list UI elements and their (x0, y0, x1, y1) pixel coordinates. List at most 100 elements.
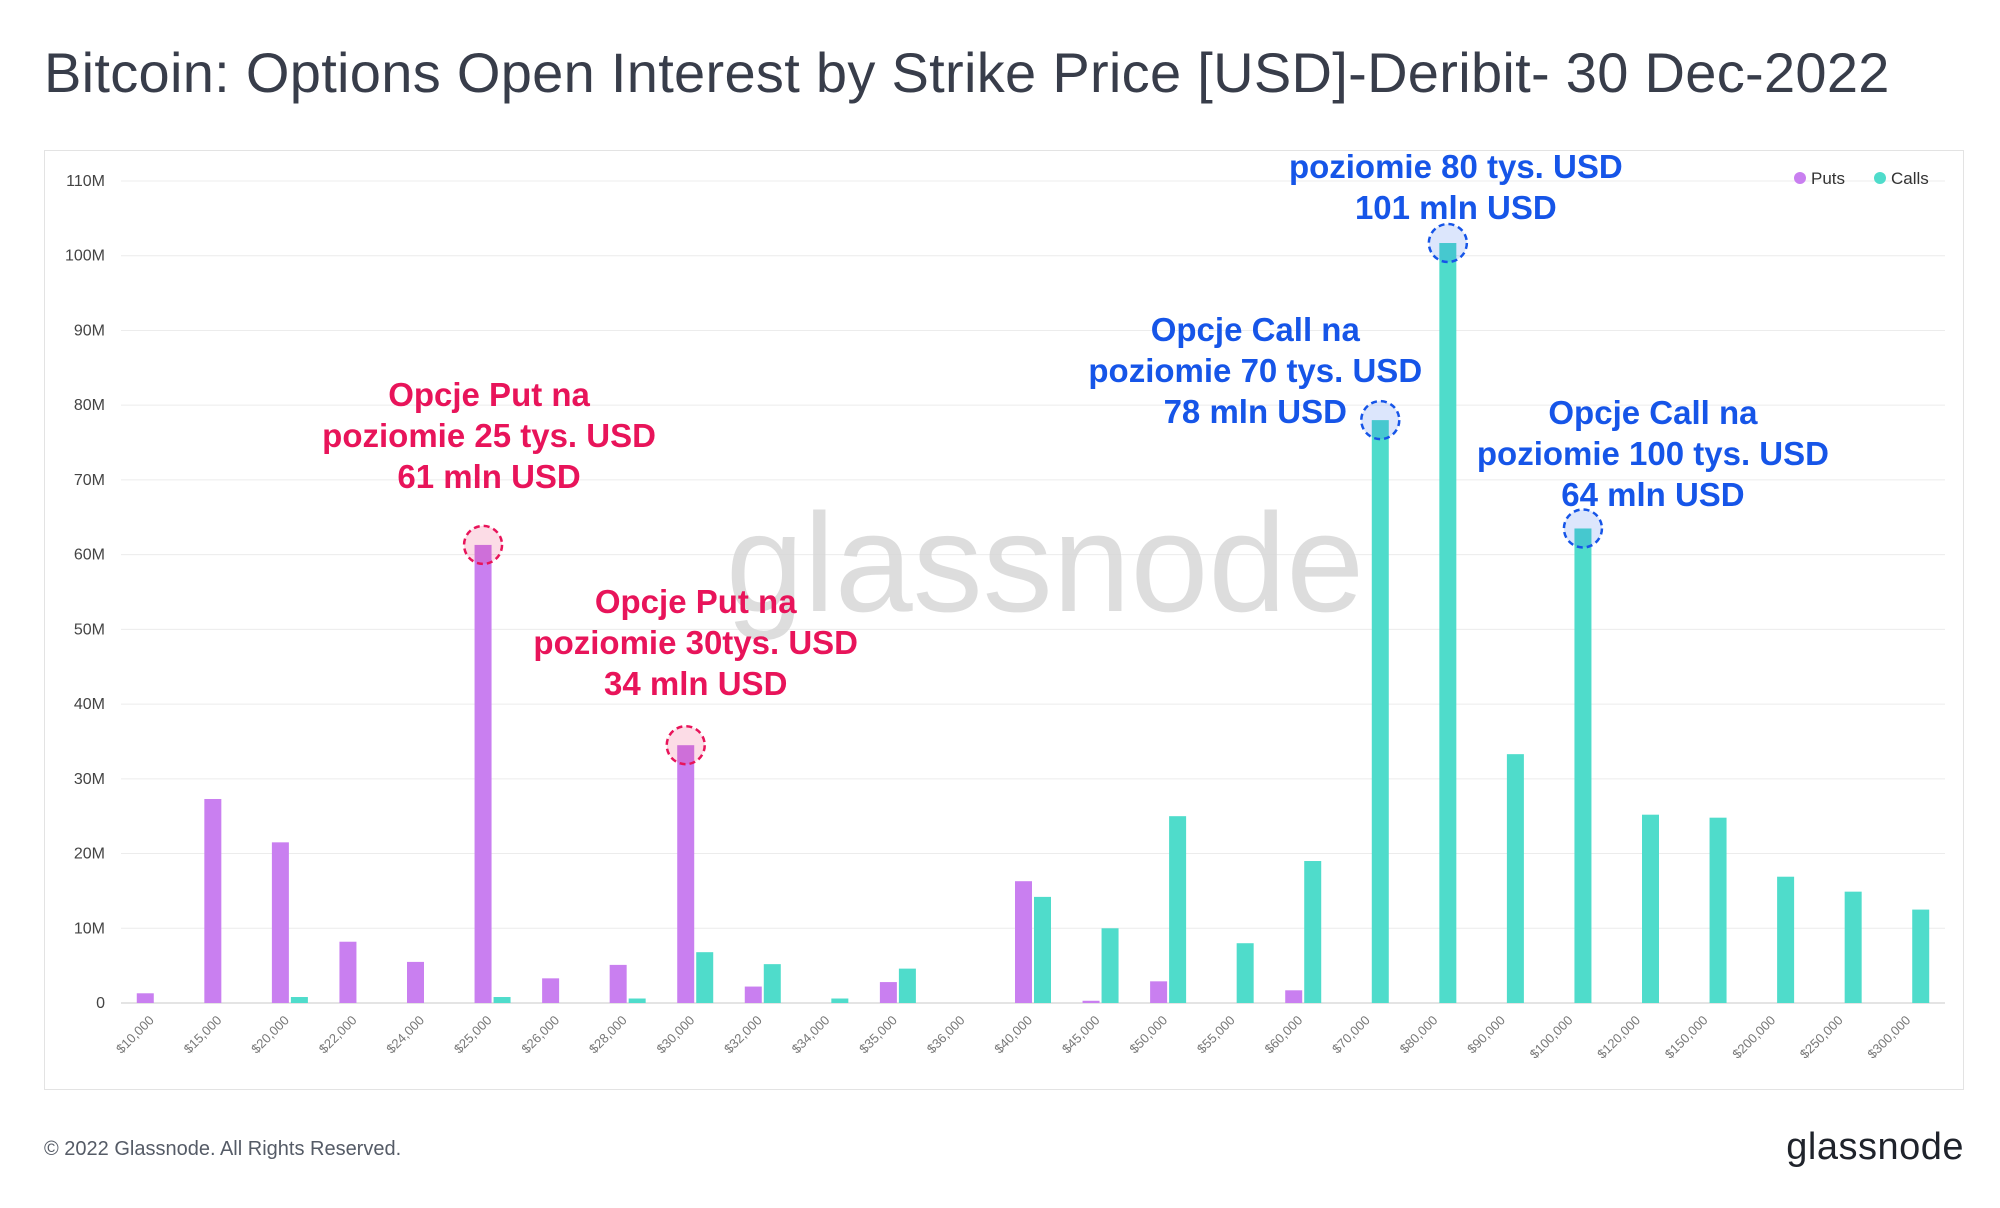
annotation-label-call: 64 mln USD (1561, 476, 1744, 513)
bar-series (136, 243, 1930, 1004)
x-tick-label: $200,000 (1729, 1013, 1778, 1062)
bar-puts-35-000[interactable] (879, 982, 897, 1003)
x-tick-label: $80,000 (1397, 1013, 1441, 1057)
bar-calls-90-000[interactable] (1506, 754, 1524, 1003)
annotation-marker-call-21 (1562, 508, 1604, 549)
brand-logo: glassnode (1786, 1126, 1964, 1168)
bar-puts-40-000[interactable] (1015, 881, 1032, 1003)
bar-calls-120-000[interactable] (1642, 814, 1659, 1003)
bar-calls-50-000[interactable] (1169, 816, 1187, 1003)
y-tick-label: 80M (74, 397, 105, 414)
legend-swatch-puts (1794, 172, 1806, 184)
annotation-marker-call-19 (1427, 222, 1469, 264)
x-axis: $10,000 $15,000 $20,000 $22,000 $24,000 $25,0… (113, 1013, 1913, 1062)
bar-calls-100-000[interactable] (1574, 528, 1592, 1003)
bar-calls-20-000[interactable] (290, 997, 308, 1003)
y-tick-label: 10M (74, 920, 105, 937)
bar-calls-70-000[interactable] (1371, 420, 1389, 1003)
bar-calls-300-000[interactable] (1912, 909, 1930, 1003)
bar-puts-32-000[interactable] (744, 986, 762, 1003)
bar-calls-150-000[interactable] (1709, 817, 1727, 1003)
bar-puts-26-000[interactable] (542, 978, 560, 1003)
y-tick-label: 100M (65, 248, 105, 265)
y-axis: 0 10M 20M 30M 40M 50M 60M 70M 80M 90M 100M 110M (65, 173, 105, 1012)
bar-calls-250-000[interactable] (1844, 891, 1862, 1003)
y-tick-label: 20M (74, 846, 105, 863)
bar-calls-35-000[interactable] (898, 968, 916, 1003)
legend-item-puts[interactable]: Puts (1811, 169, 1845, 188)
annotation-label-put: Opcje Put na (595, 583, 797, 620)
options-open-interest-chart: glassnode 0 10M 20M 30M 40M 50M 60M 70M 80M 90M 10… (65, 151, 1945, 1062)
bar-calls-34-000[interactable] (831, 998, 849, 1003)
legend-item-calls[interactable]: Calls (1891, 169, 1929, 188)
x-tick-label: $60,000 (1262, 1013, 1306, 1057)
legend[interactable]: Puts Calls (1794, 169, 1929, 188)
y-tick-label: 0 (96, 995, 105, 1012)
annotation-label-call: poziomie 70 tys. USD (1088, 352, 1422, 389)
annotation-label-call: 78 mln USD (1164, 393, 1347, 430)
annotation-marker-put-8 (665, 724, 706, 766)
bar-puts-60-000[interactable] (1285, 990, 1303, 1003)
x-tick-label: $100,000 (1527, 1013, 1576, 1062)
bar-puts-45-000[interactable] (1082, 1000, 1100, 1003)
bar-puts-22-000[interactable] (339, 941, 357, 1003)
bar-calls-200-000[interactable] (1777, 876, 1795, 1003)
bar-calls-30-000[interactable] (696, 952, 714, 1003)
bar-puts-20-000[interactable] (271, 842, 289, 1003)
bar-calls-25-000[interactable] (493, 997, 511, 1003)
annotation-label-put: 34 mln USD (604, 665, 787, 702)
x-tick-label: $32,000 (721, 1013, 765, 1057)
x-tick-label: $45,000 (1059, 1013, 1103, 1057)
bar-calls-40-000[interactable] (1034, 896, 1051, 1003)
annotations: Opcje Put na poziomie 25 tys. USD 61 mln U… (322, 151, 1829, 766)
x-tick-label: $70,000 (1329, 1013, 1373, 1057)
x-tick-label: $120,000 (1594, 1013, 1643, 1062)
annotation-label-put: 61 mln USD (397, 458, 580, 495)
annotation-label-call: 101 mln USD (1355, 189, 1557, 226)
annotation-marker-put-5 (462, 524, 504, 566)
bar-calls-28-000[interactable] (628, 998, 646, 1003)
bar-calls-32-000[interactable] (763, 964, 781, 1003)
y-tick-label: 50M (74, 621, 105, 638)
y-tick-label: 40M (74, 696, 105, 713)
annotation-label-call: poziomie 80 tys. USD (1289, 151, 1623, 185)
bar-puts-30-000[interactable] (677, 745, 695, 1003)
bar-puts-50-000[interactable] (1150, 981, 1168, 1003)
annotation-marker-call-18 (1360, 399, 1401, 441)
x-tick-label: $20,000 (248, 1013, 292, 1057)
bar-puts-25-000[interactable] (474, 544, 492, 1003)
y-gridlines (121, 180, 1945, 1004)
bar-puts-28-000[interactable] (609, 964, 627, 1003)
annotation-label-put: Opcje Put na (388, 376, 590, 413)
y-tick-label: 90M (74, 322, 105, 339)
x-tick-label: $90,000 (1464, 1013, 1508, 1057)
x-tick-label: $150,000 (1662, 1013, 1711, 1062)
x-tick-label: $250,000 (1797, 1013, 1846, 1062)
bar-puts-10-000[interactable] (136, 993, 154, 1003)
x-tick-label: $55,000 (1194, 1013, 1238, 1057)
page-title: Bitcoin: Options Open Interest by Strike… (44, 41, 1890, 104)
x-tick-label: $10,000 (113, 1013, 157, 1057)
annotation-label-put: poziomie 30tys. USD (533, 624, 858, 661)
bar-calls-55-000[interactable] (1236, 943, 1254, 1003)
x-tick-label: $34,000 (789, 1013, 833, 1057)
x-tick-label: $26,000 (518, 1013, 562, 1057)
y-tick-label: 110M (66, 173, 105, 190)
y-tick-label: 60M (74, 547, 105, 564)
x-tick-label: $40,000 (991, 1013, 1035, 1057)
bar-calls-45-000[interactable] (1101, 928, 1119, 1003)
x-tick-label: $30,000 (654, 1013, 698, 1057)
x-tick-label: $15,000 (181, 1013, 225, 1057)
x-tick-label: $36,000 (924, 1013, 968, 1057)
annotation-label-put: poziomie 25 tys. USD (322, 417, 656, 454)
bar-puts-24-000[interactable] (407, 961, 424, 1003)
x-tick-label: $50,000 (1126, 1013, 1170, 1057)
x-tick-label: $28,000 (586, 1013, 630, 1057)
bar-calls-60-000[interactable] (1304, 861, 1322, 1003)
bar-puts-15-000[interactable] (204, 798, 222, 1003)
y-tick-label: 30M (74, 771, 105, 788)
bar-calls-80-000[interactable] (1439, 243, 1457, 1004)
annotation-label-call: poziomie 100 tys. USD (1477, 435, 1829, 472)
legend-swatch-calls (1874, 172, 1886, 184)
x-tick-label: $24,000 (383, 1013, 427, 1057)
